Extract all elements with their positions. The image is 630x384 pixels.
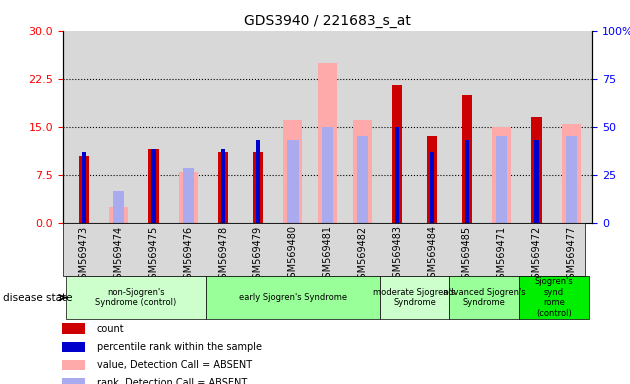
Text: GSM569478: GSM569478 [218, 225, 228, 285]
FancyBboxPatch shape [380, 276, 449, 319]
Bar [253, 152, 263, 223]
Bar [427, 136, 437, 223]
Bar [221, 149, 226, 223]
Text: early Sjogren's Syndrome: early Sjogren's Syndrome [239, 293, 347, 302]
Bar [430, 152, 434, 223]
Text: GSM569479: GSM569479 [253, 225, 263, 285]
Text: GSM569483: GSM569483 [392, 225, 402, 285]
Bar [392, 85, 403, 223]
Bar [218, 152, 228, 223]
Text: GSM569475: GSM569475 [149, 225, 159, 285]
Text: GSM569482: GSM569482 [357, 225, 367, 285]
Bar [353, 120, 372, 223]
Bar [566, 136, 577, 223]
Bar [322, 127, 333, 223]
Text: GSM569485: GSM569485 [462, 225, 472, 285]
Bar [357, 136, 368, 223]
Bar [534, 139, 539, 223]
Bar [79, 156, 89, 223]
Text: moderate Sjogren's
Syndrome: moderate Sjogren's Syndrome [374, 288, 456, 307]
Bar [62, 323, 85, 334]
Text: GSM569476: GSM569476 [183, 225, 193, 285]
Bar [287, 139, 299, 223]
Bar [179, 172, 198, 223]
Text: GSM569474: GSM569474 [113, 225, 123, 285]
Bar [256, 139, 260, 223]
Bar [113, 191, 125, 223]
Text: GSM569472: GSM569472 [532, 225, 542, 285]
Text: percentile rank within the sample: percentile rank within the sample [97, 342, 262, 352]
FancyBboxPatch shape [67, 276, 206, 319]
Bar [492, 127, 512, 223]
Text: GSM569473: GSM569473 [79, 225, 89, 285]
FancyBboxPatch shape [63, 223, 585, 276]
Bar [562, 124, 581, 223]
Bar [531, 117, 542, 223]
Title: GDS3940 / 221683_s_at: GDS3940 / 221683_s_at [244, 14, 411, 28]
Bar [183, 168, 194, 223]
Bar [62, 360, 85, 370]
Text: GSM569477: GSM569477 [566, 225, 576, 285]
Bar [465, 139, 469, 223]
FancyBboxPatch shape [206, 276, 380, 319]
Text: rank, Detection Call = ABSENT: rank, Detection Call = ABSENT [97, 378, 247, 384]
Bar [109, 207, 129, 223]
Bar [496, 136, 507, 223]
Text: GSM569471: GSM569471 [496, 225, 507, 285]
Bar [62, 378, 85, 384]
Bar [148, 149, 159, 223]
Bar [395, 127, 399, 223]
Text: advanced Sjogren's
Syndrome: advanced Sjogren's Syndrome [443, 288, 525, 307]
Text: count: count [97, 323, 124, 334]
Text: GSM569481: GSM569481 [323, 225, 333, 285]
Text: disease state: disease state [3, 293, 72, 303]
Bar [318, 63, 337, 223]
FancyBboxPatch shape [519, 276, 588, 319]
Text: value, Detection Call = ABSENT: value, Detection Call = ABSENT [97, 360, 252, 370]
Text: Sjogren's
synd
rome
(control): Sjogren's synd rome (control) [534, 278, 573, 318]
Bar [151, 149, 156, 223]
Bar [462, 95, 472, 223]
Text: GSM569484: GSM569484 [427, 225, 437, 285]
FancyBboxPatch shape [449, 276, 519, 319]
Bar [62, 342, 85, 352]
Text: GSM569480: GSM569480 [288, 225, 298, 285]
Text: non-Sjogren's
Syndrome (control): non-Sjogren's Syndrome (control) [96, 288, 177, 307]
Bar [284, 120, 302, 223]
Bar [82, 152, 86, 223]
